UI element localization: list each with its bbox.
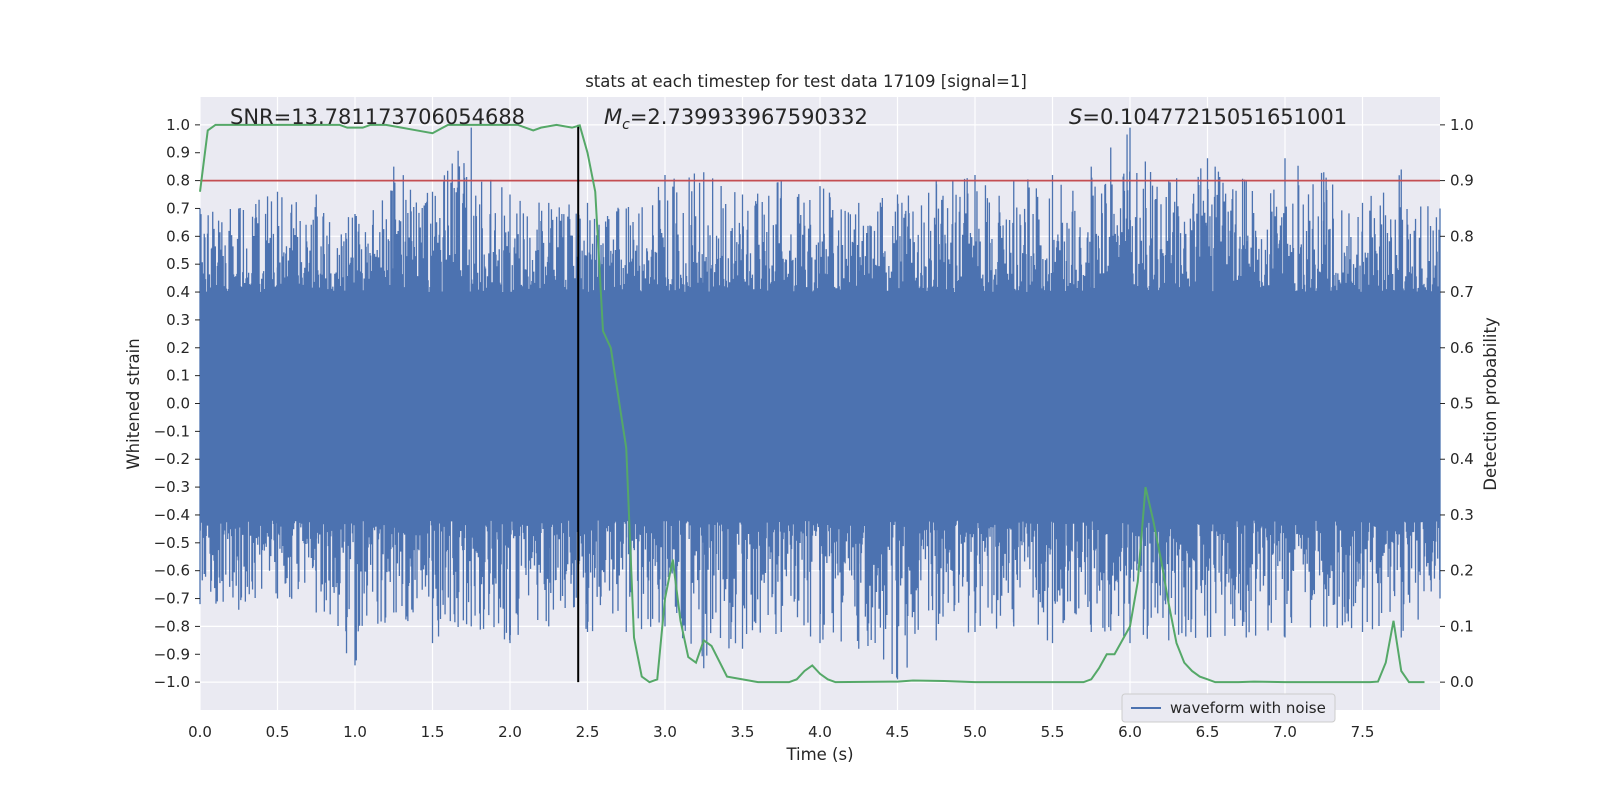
y-left-tick-label: 0.6 <box>166 227 190 245</box>
y-left-tick-label: 1.0 <box>166 116 190 134</box>
x-tick-label: 6.0 <box>1118 723 1142 741</box>
x-tick-label: 1.5 <box>421 723 445 741</box>
y-left-tick-label: −0.6 <box>154 562 190 580</box>
y-right-tick-label: 0.0 <box>1450 673 1474 691</box>
y-left-tick-label: −0.8 <box>154 617 190 635</box>
chart-title: stats at each timestep for test data 171… <box>585 72 1027 91</box>
y-right-tick-label: 0.5 <box>1450 395 1474 413</box>
waveform-series <box>199 127 1441 680</box>
x-tick-label: 4.5 <box>886 723 910 741</box>
y-left-tick-label: 0.4 <box>166 283 190 301</box>
y-left-tick-label: −0.1 <box>154 422 190 440</box>
x-tick-label: 2.0 <box>498 723 522 741</box>
x-tick-label: 1.0 <box>343 723 367 741</box>
y-left-tick-label: 0.9 <box>166 144 190 162</box>
x-tick-label: 6.5 <box>1196 723 1220 741</box>
y-left-tick-label: −0.2 <box>154 450 190 468</box>
x-tick-label: 0.0 <box>188 723 212 741</box>
y-left-tick-label: −0.4 <box>154 506 190 524</box>
y-right-tick-label: 0.2 <box>1450 562 1474 580</box>
y-left-tick-label: 0.7 <box>166 199 190 217</box>
y-left-tick-label: 0.2 <box>166 339 190 357</box>
y-left-tick-labels: 1.0 0.9 0.8 0.7 0.6 0.5 0.4 0.3 0.2 0.1 0.0 −0.1 −0.… <box>154 116 200 691</box>
y-right-tick-label: 0.4 <box>1450 450 1474 468</box>
spin-symbol: S <box>1069 105 1082 129</box>
y-left-tick-label: −0.3 <box>154 478 190 496</box>
y-left-tick-label: 0.8 <box>166 172 190 190</box>
legend: waveform with noise <box>1121 693 1336 723</box>
chirp-mass-subscript: c <box>622 117 630 133</box>
y-left-tick-label: 0.3 <box>166 311 190 329</box>
y-right-tick-label: 0.3 <box>1450 506 1474 524</box>
y-right-tick-label: 0.7 <box>1450 283 1474 301</box>
y-left-tick-label: −0.5 <box>154 534 190 552</box>
y-right-tick-labels: 1.0 0.9 0.8 0.7 0.6 0.5 0.4 0.3 0.2 0.1 0.0 <box>1440 116 1474 691</box>
x-tick-label: 0.5 <box>266 723 290 741</box>
y-right-tick-label: 0.6 <box>1450 339 1474 357</box>
snr-annotation: SNR=13.781173706054688 <box>230 105 525 129</box>
y-left-tick-label: 0.1 <box>166 367 190 385</box>
x-tick-labels: 0.0 0.5 1.0 1.5 2.0 2.5 3.0 3.5 4.0 4.5 5.0 5.5 6.0 6… <box>188 723 1374 741</box>
chirp-mass-annotation: Mc=2.739933967590332 <box>604 105 868 133</box>
y-left-tick-label: −0.7 <box>154 590 190 608</box>
y-right-tick-label: 0.9 <box>1450 172 1474 190</box>
x-tick-label: 7.0 <box>1273 723 1297 741</box>
x-tick-label: 3.0 <box>653 723 677 741</box>
chirp-mass-symbol: M <box>604 105 622 129</box>
y-left-tick-label: −0.9 <box>154 645 190 663</box>
x-tick-label: 2.5 <box>576 723 600 741</box>
spin-value: =0.10477215051651001 <box>1082 105 1347 129</box>
y-left-tick-label: −1.0 <box>154 673 190 691</box>
detection-probability-line <box>199 123 1425 684</box>
y-right-tick-label: 0.8 <box>1450 227 1474 245</box>
x-tick-label: 7.5 <box>1351 723 1375 741</box>
y-left-tick-label: 0.5 <box>166 255 190 273</box>
waveform-trace <box>199 127 1441 680</box>
x-axis-label: Time (s) <box>785 745 853 764</box>
x-tick-label: 5.0 <box>963 723 987 741</box>
legend-label-waveform: waveform with noise <box>1170 699 1326 717</box>
y-left-tick-label: 0.0 <box>166 395 190 413</box>
chirp-mass-value: =2.739933967590332 <box>630 105 868 129</box>
y-right-tick-label: 0.1 <box>1450 617 1474 635</box>
y-left-axis-label: Whitened strain <box>124 338 143 469</box>
y-right-axis-label: Detection probability <box>1481 317 1500 491</box>
y-right-tick-label: 1.0 <box>1450 116 1474 134</box>
x-tick-label: 5.5 <box>1041 723 1065 741</box>
x-tick-label: 4.0 <box>808 723 832 741</box>
x-tick-label: 3.5 <box>731 723 755 741</box>
spin-annotation: S=0.10477215051651001 <box>1069 105 1347 129</box>
